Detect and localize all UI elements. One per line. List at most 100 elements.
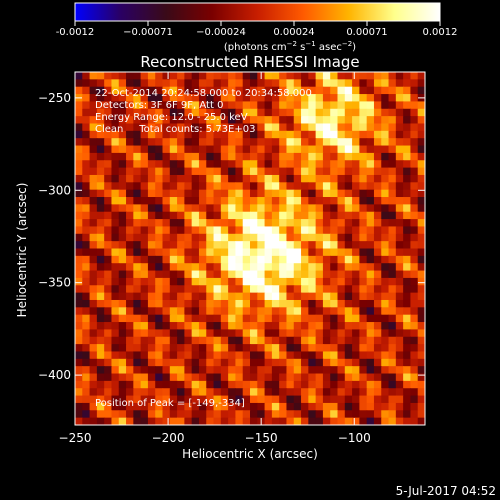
heatmap-cell [410,351,419,360]
heatmap-cell [162,351,171,360]
heatmap-cell [118,329,127,338]
heatmap-cell [104,307,113,316]
heatmap-cell [301,329,309,338]
heatmap-cell [359,351,368,360]
heatmap-cell [104,167,113,176]
heatmap-cell [381,307,390,316]
heatmap-cell [373,344,382,353]
heatmap-cell [264,79,273,88]
heatmap-cell [359,380,368,389]
heatmap-cell [140,145,149,154]
heatmap-cell [352,123,360,132]
heatmap-cell [242,79,251,88]
heatmap-cell [242,380,251,389]
heatmap-cell [133,167,142,176]
heatmap-cell [126,72,134,80]
heatmap-cell [417,263,425,272]
heatmap-cell [279,307,288,316]
heatmap-cell [242,263,251,272]
heatmap-cell [228,270,237,279]
heatmap-cell [264,197,273,205]
heatmap-cell [118,101,127,110]
heatmap-cell [82,130,91,139]
heatmap-cell [89,322,98,330]
heatmap-cell [250,86,258,95]
heatmap-cell [279,72,288,80]
heatmap-cell [198,255,207,264]
heatmap-cell [257,145,266,154]
heatmap-cell [381,299,390,308]
heatmap-cell [271,145,280,154]
heatmap-cell [82,116,91,125]
heatmap-cell [366,138,375,147]
heatmap-cell [184,86,193,95]
heatmap-cell [264,417,273,425]
heatmap-cell [191,292,200,301]
heatmap-cell [140,307,149,316]
heatmap-cell [286,248,295,257]
heatmap-cell [235,322,244,330]
heatmap-cell [271,292,280,301]
heatmap-cell [118,410,127,419]
heatmap-cell [140,160,149,169]
heatmap-cell [337,277,346,286]
heatmap-cell [373,204,382,213]
heatmap-cell [82,344,91,353]
heatmap-cell [82,388,91,397]
heatmap-cell [191,395,200,404]
heatmap-cell [417,204,425,213]
heatmap-cell [228,388,237,397]
heatmap-cell [417,86,425,95]
heatmap-cell [250,174,258,183]
heatmap-cell [198,263,207,272]
heatmap-cell [169,94,178,103]
heatmap-cell [388,322,397,330]
heatmap-cell [395,130,404,139]
heatmap-cell [417,233,425,242]
heatmap-cell [206,108,215,117]
heatmap-cell [177,79,185,88]
heatmap-cell [162,366,171,375]
heatmap-cell [118,145,127,154]
heatmap-cell [293,211,302,220]
heatmap-cell [191,344,200,353]
heatmap-cell [308,314,317,323]
heatmap-cell [257,174,266,183]
heatmap-cell [133,270,142,279]
heatmap-cell [315,351,324,360]
heatmap-cell [133,358,142,367]
heatmap-cell [169,322,178,330]
heatmap-cell [206,314,215,323]
heatmap-cell [417,351,425,360]
heatmap-cell [96,189,105,198]
heatmap-cell [322,101,331,110]
heatmap-cell [373,299,382,308]
heatmap-cell [155,344,164,353]
heatmap-cell [271,219,280,228]
heatmap-cell [373,314,382,323]
heatmap-cell [388,167,397,176]
heatmap-cell [373,152,382,161]
heatmap-cell [279,108,288,117]
heatmap-cell [388,233,397,242]
heatmap-cell [206,86,215,95]
heatmap-cell [330,108,339,117]
heatmap-cell [96,402,105,411]
heatmap-cell [191,130,200,139]
heatmap-cell [308,292,317,301]
heatmap-cell [96,72,105,80]
heatmap-cell [242,241,251,250]
heatmap-cell [220,358,229,367]
heatmap-cell [381,189,390,198]
heatmap-cell [264,336,273,345]
heatmap-cell [301,167,309,176]
heatmap-cell [104,182,113,191]
heatmap-cell [337,380,346,389]
heatmap-cell [75,329,83,338]
heatmap-cell [104,138,113,147]
heatmap-cell [191,351,200,360]
heatmap-cell [82,182,91,191]
heatmap-cell [315,248,324,257]
heatmap-cell [417,101,425,110]
heatmap-cell [279,344,288,353]
